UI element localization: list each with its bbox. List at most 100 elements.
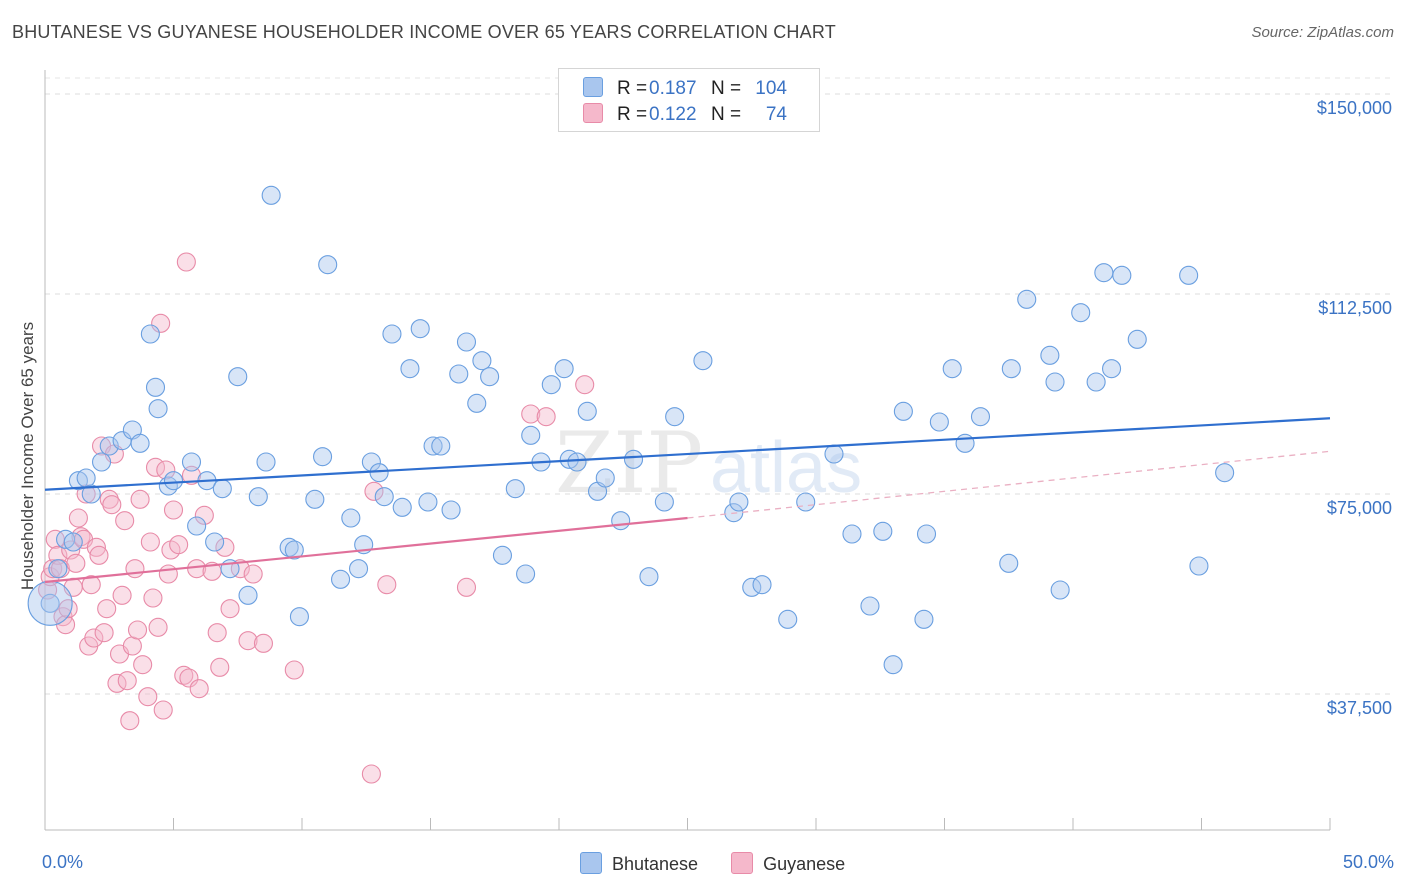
data-point	[169, 535, 189, 555]
data-point	[40, 593, 60, 613]
data-point	[1215, 463, 1235, 483]
data-point	[84, 628, 104, 648]
data-point	[81, 484, 101, 504]
data-point	[1127, 329, 1147, 349]
stats-legend: R =0.187 N = 104 R =0.122 N = 74	[558, 68, 820, 132]
data-point	[117, 671, 137, 691]
data-point	[122, 636, 142, 656]
data-point	[410, 319, 430, 339]
data-point	[873, 521, 893, 541]
data-point	[1001, 359, 1021, 379]
data-point	[623, 449, 644, 469]
data-point	[942, 359, 962, 379]
data-point	[778, 609, 798, 629]
data-point	[472, 351, 492, 371]
data-point	[1189, 556, 1209, 576]
data-point	[89, 545, 109, 565]
data-point	[377, 575, 397, 595]
r-value: 0.187	[649, 78, 697, 99]
data-point	[94, 623, 114, 643]
data-point	[369, 463, 389, 483]
r-value: 0.122	[649, 104, 697, 125]
data-point	[1094, 263, 1114, 283]
data-point	[228, 367, 248, 387]
data-point	[364, 481, 384, 501]
data-point	[392, 497, 412, 517]
data-point	[91, 452, 112, 472]
data-point	[174, 665, 194, 685]
data-point	[521, 404, 541, 424]
data-point	[130, 489, 150, 509]
data-point	[156, 460, 176, 480]
data-point	[883, 655, 903, 675]
data-point	[133, 655, 153, 675]
data-point	[893, 401, 913, 421]
data-point	[970, 407, 991, 427]
data-point	[449, 364, 469, 384]
legend-item-bhutanese[interactable]: Bhutanese	[580, 852, 698, 875]
y-tick-label: $150,000	[1317, 98, 1392, 118]
data-point	[163, 500, 184, 520]
data-point	[215, 537, 235, 557]
data-point	[56, 529, 76, 549]
data-point	[916, 524, 937, 544]
stats-row-bhutanese: R =0.187 N = 104	[583, 77, 787, 101]
data-point	[289, 607, 309, 627]
data-point	[1179, 265, 1199, 285]
data-point	[361, 764, 381, 784]
data-point	[382, 324, 402, 344]
data-point	[261, 185, 281, 205]
data-point	[330, 569, 351, 589]
data-point	[999, 553, 1019, 573]
data-point-large	[27, 580, 73, 626]
data-point	[955, 433, 975, 453]
data-point	[112, 585, 132, 605]
legend-label: Guyanese	[763, 854, 846, 874]
legend-label: Bhutanese	[612, 854, 699, 874]
data-point	[418, 492, 438, 512]
data-point	[1045, 372, 1065, 392]
data-point	[842, 524, 862, 544]
data-point	[238, 585, 258, 605]
data-point	[102, 495, 122, 515]
y-tick-label: $37,500	[1327, 698, 1392, 718]
data-point	[253, 633, 274, 653]
data-point	[521, 425, 541, 445]
guyanese-points	[38, 252, 595, 784]
data-point	[665, 407, 685, 427]
data-point	[1040, 345, 1060, 365]
legend-item-guyanese[interactable]: Guyanese	[731, 852, 845, 875]
data-point	[431, 436, 451, 456]
data-point	[467, 393, 487, 413]
data-point	[1112, 265, 1132, 285]
chart-title: BHUTANESE VS GUYANESE HOUSEHOLDER INCOME…	[12, 22, 836, 42]
bhutanese-swatch	[583, 77, 603, 97]
data-point	[279, 537, 299, 557]
data-point	[305, 489, 325, 509]
r-label: R =	[617, 78, 648, 99]
data-point	[243, 564, 263, 584]
data-point	[929, 412, 949, 432]
data-point	[824, 444, 844, 464]
r-label: R =	[617, 104, 648, 125]
n-value: 74	[765, 104, 787, 125]
stats-row-guyanese: R =0.122 N = 74	[583, 103, 787, 127]
data-point	[456, 332, 477, 352]
data-point	[284, 660, 304, 680]
data-point	[654, 492, 674, 512]
data-point	[140, 532, 160, 552]
n-value: 104	[755, 78, 787, 99]
data-point	[148, 399, 168, 419]
y-tick-label: $75,000	[1327, 498, 1392, 518]
data-point	[194, 505, 214, 525]
data-point	[567, 452, 587, 472]
y-tick-label: $112,500	[1318, 298, 1392, 318]
data-point	[752, 575, 772, 595]
data-point	[127, 620, 148, 640]
bhutanese-trend-line	[44, 417, 1331, 491]
data-point	[181, 452, 202, 472]
data-point	[99, 436, 119, 456]
guyanese-trend-line	[44, 516, 688, 584]
data-point	[1050, 580, 1070, 600]
